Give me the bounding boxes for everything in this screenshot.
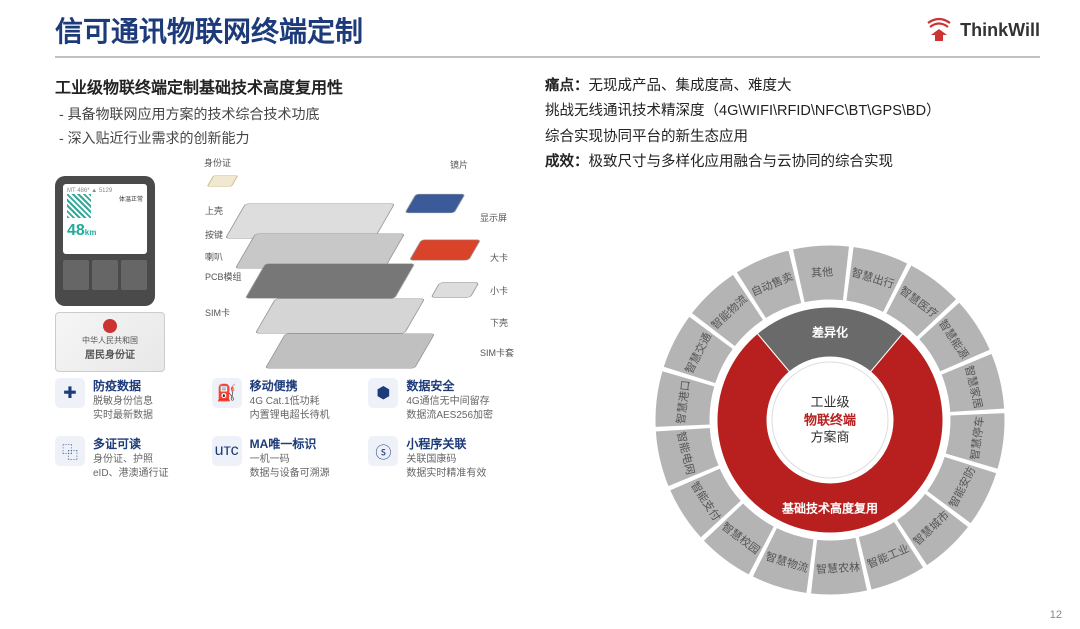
right-text-line: 挑战无线通讯技术精深度（4G\WIFI\RFID\NFC\BT\GPS\BD）	[545, 99, 1040, 124]
device-diagram: MT 486* ▲ 5129 体温正常 48km 中华人民共和国 居民身份证	[55, 166, 515, 366]
feature-title: MA唯一标识	[250, 436, 330, 452]
wheel-center-label: 工业级 物联终端 方案商	[804, 394, 856, 447]
wheel-inner-bottom: 基础技术高度复用	[782, 500, 878, 517]
right-text-line: 综合实现协同平台的新生态应用	[545, 125, 1040, 150]
right-text-line: 成效：极致尺寸与多样化应用融合与云协同的综合实现	[545, 150, 1040, 175]
brand-name: ThinkWill	[960, 20, 1040, 41]
feature-icon: ⛽	[212, 378, 242, 408]
feature-icon: uтс	[212, 436, 242, 466]
feature-item: ⛽移动便携4G Cat.1低功耗内置锂电超长待机	[212, 378, 359, 422]
thinkwill-icon	[924, 17, 954, 43]
page-number: 12	[1050, 609, 1062, 621]
brand-logo: ThinkWill	[924, 17, 1040, 43]
id-card: 中华人民共和国 居民身份证	[55, 312, 165, 372]
feature-item: ⓢ小程序关联关联国康码数据实时精准有效	[368, 436, 515, 480]
wheel-segment-label: 智慧农林	[815, 559, 860, 577]
bullet-item: 深入贴近行业需求的创新能力	[55, 128, 515, 148]
slide-header: 信可通讯物联网终端定制 ThinkWill	[0, 0, 1080, 56]
wheel-inner-top: 差异化	[812, 324, 848, 341]
wheel-segment-label: 其他	[811, 264, 834, 281]
feature-icon: ⓢ	[368, 436, 398, 466]
feature-item: ⬢数据安全4G通信无中间留存数据流AES256加密	[368, 378, 515, 422]
feature-icon: ⿻	[55, 436, 85, 466]
right-text-block: 痛点：无现成产品、集成度高、难度大挑战无线通讯技术精深度（4G\WIFI\RFI…	[545, 74, 1040, 176]
feature-icon: ✚	[55, 378, 85, 408]
feature-title: 防疫数据	[93, 378, 153, 394]
slide-title: 信可通讯物联网终端定制	[55, 10, 363, 50]
feature-title: 移动便携	[250, 378, 330, 394]
right-text-line: 痛点：无现成产品、集成度高、难度大	[545, 74, 1040, 99]
feature-grid: ✚防疫数据脱敏身份信息实时最新数据⛽移动便携4G Cat.1低功耗内置锂电超长待…	[55, 378, 515, 480]
feature-item: ✚防疫数据脱敏身份信息实时最新数据	[55, 378, 202, 422]
feature-item: ⿻多证可读身份证、护照eID、港澳通行证	[55, 436, 202, 480]
segment-wheel: 工业级 物联终端 方案商 智慧出行智慧医疗智慧能源智慧家居智慧停车智能安防智慧城…	[640, 230, 1020, 610]
header-divider	[55, 56, 1040, 58]
bullet-item: 具备物联网应用方案的技术综合技术功底	[55, 104, 515, 124]
bullet-list: 具备物联网应用方案的技术综合技术功底深入贴近行业需求的创新能力	[55, 104, 515, 148]
feature-icon: ⬢	[368, 378, 398, 408]
handheld-device: MT 486* ▲ 5129 体温正常 48km 中华人民共和国 居民身份证	[55, 176, 165, 372]
feature-item: uтсMA唯一标识一机一码数据与设备可溯源	[212, 436, 359, 480]
feature-title: 数据安全	[406, 378, 493, 394]
exploded-view: 身份证 上壳 按键 喇叭 PCB模组 SIM卡 镜片 显示屏 大卡 小卡 下壳 …	[200, 166, 530, 366]
feature-title: 小程序关联	[406, 436, 486, 452]
left-column: 工业级物联终端定制基础技术高度复用性 具备物联网应用方案的技术综合技术功底深入贴…	[55, 74, 515, 480]
feature-title: 多证可读	[93, 436, 169, 452]
left-subheading: 工业级物联终端定制基础技术高度复用性	[55, 74, 515, 98]
